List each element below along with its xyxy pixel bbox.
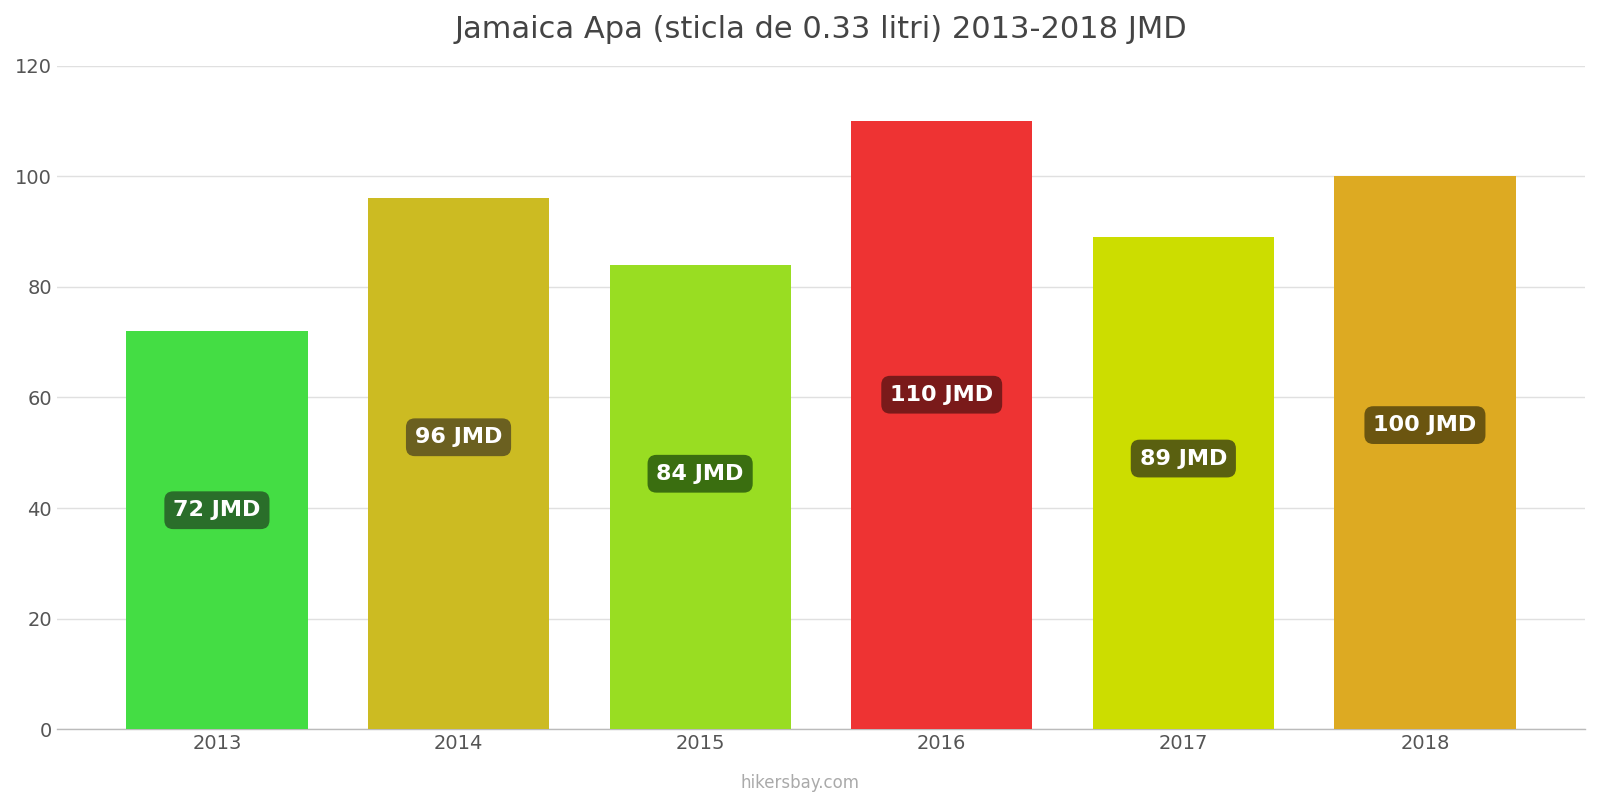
Bar	[1334, 176, 1515, 729]
Text: 96 JMD: 96 JMD	[414, 427, 502, 447]
Bar	[368, 198, 549, 729]
Text: 84 JMD: 84 JMD	[656, 464, 744, 484]
Text: 100 JMD: 100 JMD	[1373, 415, 1477, 435]
Bar	[1093, 237, 1274, 729]
Text: 72 JMD: 72 JMD	[173, 500, 261, 520]
Text: 110 JMD: 110 JMD	[890, 385, 994, 405]
Bar	[610, 265, 790, 729]
Bar	[851, 121, 1032, 729]
Title: Jamaica Apa (sticla de 0.33 litri) 2013-2018 JMD: Jamaica Apa (sticla de 0.33 litri) 2013-…	[454, 15, 1187, 44]
Text: hikersbay.com: hikersbay.com	[741, 774, 859, 792]
Bar	[126, 331, 307, 729]
Text: 89 JMD: 89 JMD	[1139, 449, 1227, 469]
